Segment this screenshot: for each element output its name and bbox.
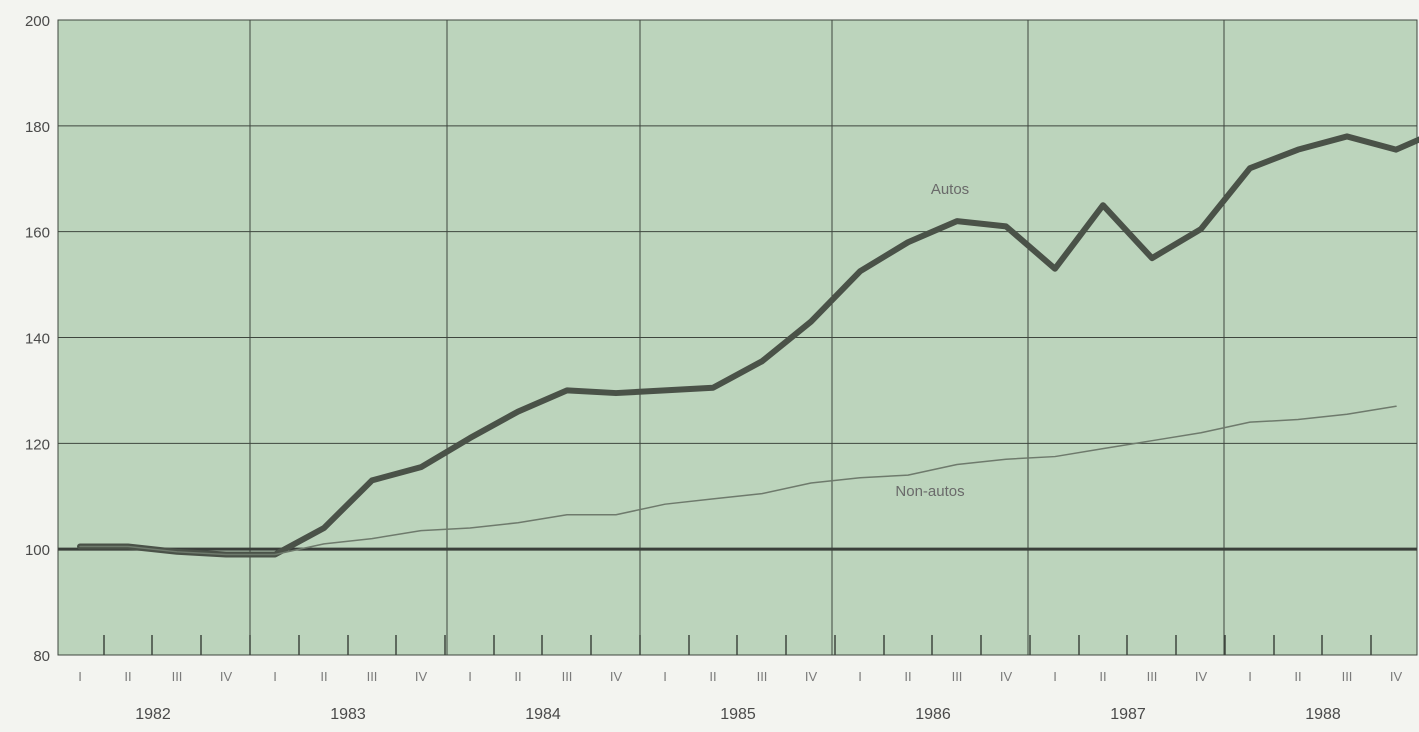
y-tick-label: 100 <box>25 542 50 559</box>
x-quarter-label: III <box>952 669 963 684</box>
x-quarter-label: III <box>1342 669 1353 684</box>
x-quarter-label: II <box>709 669 716 684</box>
x-quarter-label: IV <box>805 669 818 684</box>
y-tick-label: 180 <box>25 119 50 136</box>
series-line-non-autos <box>79 405 1397 556</box>
x-year-label: 1987 <box>1110 706 1146 723</box>
x-quarter-label: I <box>78 669 82 684</box>
series-line-autos <box>77 133 1419 558</box>
x-quarter-label: I <box>1053 669 1057 684</box>
x-quarter-label: II <box>124 669 131 684</box>
y-tick-label: 80 <box>33 648 50 665</box>
x-quarter-label: I <box>858 669 862 684</box>
x-year-label: 1986 <box>915 706 951 723</box>
x-quarter-label: IV <box>415 669 428 684</box>
x-year-label: 1984 <box>525 706 561 723</box>
x-quarter-label: III <box>367 669 378 684</box>
x-quarter-label: I <box>468 669 472 684</box>
x-quarter-label: II <box>1294 669 1301 684</box>
x-quarter-label: III <box>562 669 573 684</box>
x-quarter-label: III <box>757 669 768 684</box>
x-year-label: 1985 <box>720 706 756 723</box>
x-year-label: 1983 <box>330 706 366 723</box>
series-annotation: Non-autos <box>895 483 964 500</box>
x-quarter-label: IV <box>1000 669 1013 684</box>
x-quarter-label: II <box>320 669 327 684</box>
x-quarter-label: II <box>514 669 521 684</box>
y-tick-label: 200 <box>25 13 50 30</box>
x-year-label: 1988 <box>1305 706 1341 723</box>
y-tick-label: 140 <box>25 331 50 348</box>
x-quarter-label: III <box>1147 669 1158 684</box>
x-quarter-label: IV <box>1195 669 1208 684</box>
x-quarter-label: III <box>172 669 183 684</box>
x-year-label: 1982 <box>135 706 171 723</box>
x-quarter-label: IV <box>220 669 233 684</box>
x-quarter-label: I <box>663 669 667 684</box>
y-tick-label: 120 <box>25 436 50 453</box>
x-quarter-label: II <box>904 669 911 684</box>
x-quarter-label: IV <box>610 669 623 684</box>
x-quarter-label: I <box>273 669 277 684</box>
x-quarter-label: I <box>1248 669 1252 684</box>
series-annotation: Autos <box>931 181 969 198</box>
x-quarter-label: IV <box>1390 669 1403 684</box>
y-tick-label: 160 <box>25 225 50 242</box>
x-quarter-label: II <box>1099 669 1106 684</box>
